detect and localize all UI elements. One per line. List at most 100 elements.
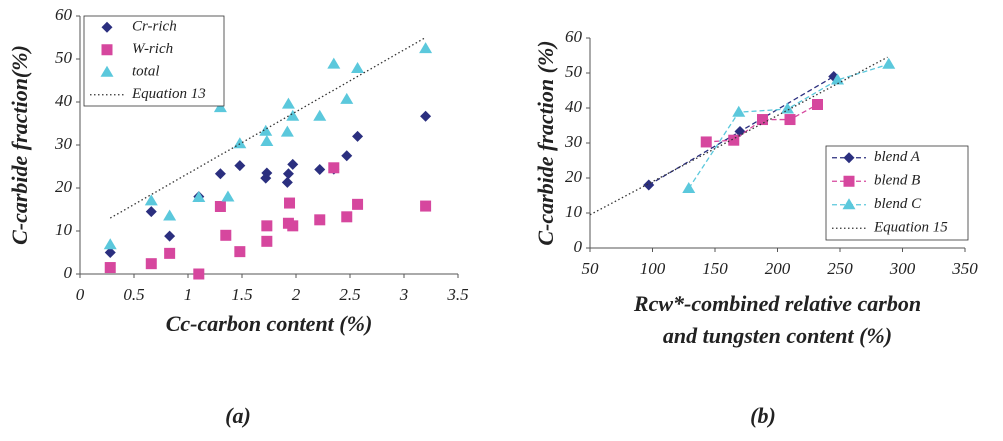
x-tick-label: 1 bbox=[184, 285, 193, 304]
legend-marker bbox=[842, 198, 856, 210]
y-tick-label: 40 bbox=[55, 91, 73, 110]
data-point bbox=[233, 137, 247, 149]
x-tick-label: 2 bbox=[292, 285, 301, 304]
data-point bbox=[214, 200, 226, 212]
data-point bbox=[728, 134, 740, 146]
legend-label: W-rich bbox=[132, 41, 173, 57]
data-point bbox=[234, 160, 246, 172]
y-tick-label: 60 bbox=[55, 5, 73, 24]
legend-label: blend B bbox=[874, 173, 920, 189]
data-point bbox=[163, 209, 177, 221]
x-tick-label: 0.5 bbox=[123, 285, 144, 304]
y-tick-label: 10 bbox=[55, 220, 73, 239]
data-point bbox=[313, 109, 327, 121]
y-tick-label: 0 bbox=[64, 263, 73, 282]
y-tick-label: 10 bbox=[565, 202, 583, 221]
x-tick-label: 300 bbox=[889, 259, 916, 278]
data-point bbox=[643, 179, 655, 191]
x-tick-label: 3 bbox=[399, 285, 409, 304]
legend-marker bbox=[843, 175, 855, 187]
x-tick-label: 0 bbox=[76, 285, 85, 304]
data-point bbox=[281, 97, 295, 109]
data-point bbox=[327, 57, 341, 69]
y-tick-label: 30 bbox=[54, 134, 73, 153]
data-point bbox=[261, 167, 273, 179]
data-point bbox=[284, 197, 296, 209]
caption: (a) bbox=[225, 403, 251, 428]
data-point bbox=[341, 150, 353, 162]
data-point bbox=[351, 61, 365, 73]
y-tick-label: 0 bbox=[574, 237, 583, 256]
data-point bbox=[287, 158, 299, 170]
x-axis-label: Cc-carbon content (%) bbox=[166, 311, 373, 336]
data-point bbox=[220, 229, 232, 241]
series-line bbox=[706, 103, 818, 143]
series-line bbox=[109, 36, 426, 219]
legend-label: Equation 13 bbox=[131, 86, 206, 102]
data-point bbox=[341, 211, 353, 223]
y-tick-label: 50 bbox=[565, 62, 583, 81]
data-point bbox=[732, 105, 746, 117]
data-point bbox=[103, 238, 117, 250]
data-point bbox=[280, 125, 294, 137]
data-point bbox=[287, 220, 299, 232]
data-point bbox=[259, 124, 273, 136]
x-tick-label: 1.5 bbox=[231, 285, 252, 304]
data-point bbox=[757, 114, 768, 126]
legend-label: blend A bbox=[874, 149, 921, 165]
y-tick-label: 30 bbox=[564, 132, 583, 151]
data-point bbox=[281, 176, 293, 188]
data-point bbox=[420, 200, 432, 212]
data-point bbox=[352, 130, 364, 142]
data-point bbox=[340, 92, 354, 104]
data-point bbox=[104, 262, 116, 274]
data-point bbox=[781, 102, 794, 114]
data-point bbox=[164, 247, 176, 259]
legend-marker bbox=[101, 44, 113, 56]
x-axis-label: Rcw*-combined relative carbon bbox=[633, 291, 921, 316]
data-point bbox=[282, 168, 294, 180]
data-point bbox=[104, 247, 116, 258]
data-point bbox=[213, 101, 227, 113]
y-tick-label: 50 bbox=[55, 48, 73, 67]
data-point bbox=[314, 214, 326, 226]
data-point bbox=[328, 162, 340, 174]
y-tick-label: 20 bbox=[565, 167, 583, 186]
x-tick-label: 50 bbox=[582, 259, 600, 278]
series-line bbox=[589, 56, 888, 216]
y-tick-label: 20 bbox=[55, 177, 73, 196]
y-tick-label: 40 bbox=[565, 97, 583, 116]
data-point bbox=[145, 206, 157, 218]
x-tick-label: 2.5 bbox=[339, 285, 360, 304]
legend-label: Equation 15 bbox=[873, 220, 948, 236]
x-axis-label: and tungsten content (%) bbox=[663, 323, 892, 348]
x-tick-label: 3.5 bbox=[446, 285, 468, 304]
data-point bbox=[882, 57, 896, 69]
data-point bbox=[812, 99, 823, 110]
data-point bbox=[192, 190, 206, 202]
data-point bbox=[145, 258, 157, 270]
x-tick-label: 200 bbox=[765, 259, 791, 278]
data-point bbox=[261, 235, 273, 247]
x-tick-label: 100 bbox=[640, 259, 666, 278]
legend-marker bbox=[100, 65, 114, 77]
data-point bbox=[193, 268, 205, 280]
legend-label: blend C bbox=[874, 196, 922, 212]
caption: (b) bbox=[750, 403, 776, 428]
data-point bbox=[260, 135, 274, 147]
legend-label: Cr-rich bbox=[132, 19, 177, 35]
data-point bbox=[261, 220, 273, 232]
data-point bbox=[682, 182, 696, 193]
data-point bbox=[831, 73, 844, 85]
y-axis-label: C-carbide fraction (%) bbox=[533, 40, 558, 245]
data-point bbox=[419, 42, 433, 54]
data-point bbox=[144, 194, 158, 206]
y-axis-label: C-carbide fraction(%) bbox=[7, 45, 32, 245]
y-tick-label: 60 bbox=[565, 27, 583, 46]
data-point bbox=[286, 109, 300, 121]
data-point bbox=[234, 246, 246, 258]
data-point bbox=[214, 168, 226, 180]
legend-marker bbox=[843, 152, 855, 164]
